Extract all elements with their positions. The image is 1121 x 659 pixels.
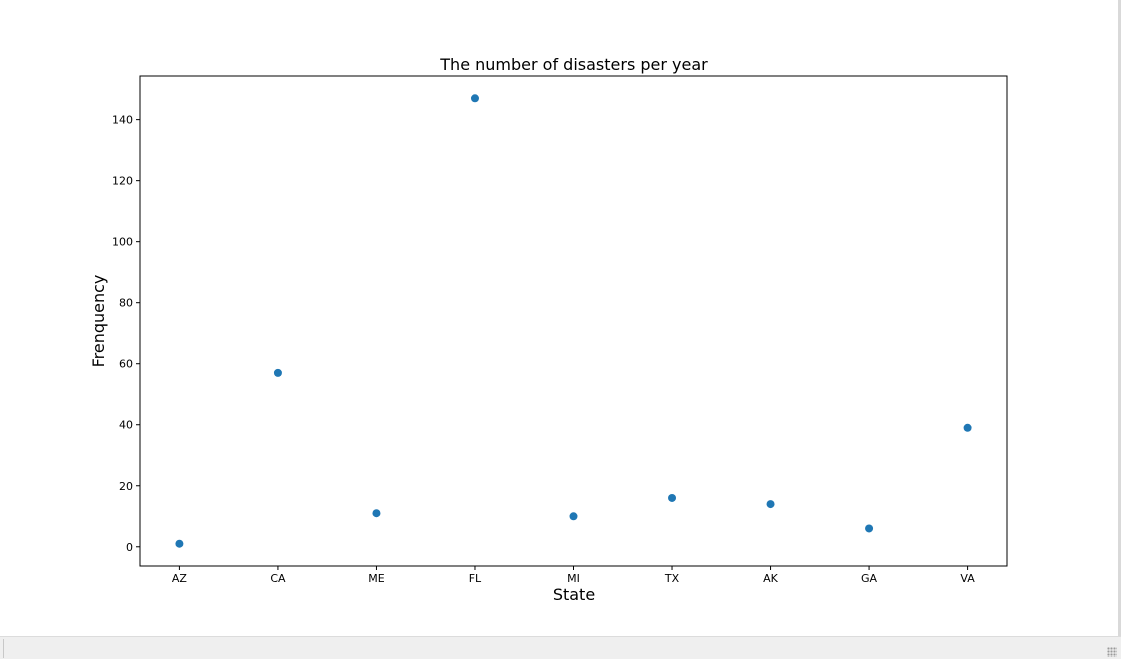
x-axis: AZ CA ME FL MI TX AK GA VA [172, 566, 975, 585]
x-tick-label: FL [469, 572, 482, 585]
plot-area [139, 75, 1008, 567]
data-point [668, 493, 677, 502]
y-tick-label: 140 [112, 114, 133, 127]
data-point [569, 512, 578, 521]
x-tick-label: TX [664, 572, 680, 585]
data-point [470, 94, 479, 103]
resize-grip-icon[interactable] [1107, 647, 1117, 657]
y-axis: 0 20 40 60 80 100 120 140 [112, 114, 140, 554]
y-tick-label: 60 [119, 358, 133, 371]
x-tick-label: AK [763, 572, 779, 585]
data-point [372, 509, 381, 518]
x-tick-label: ME [368, 572, 384, 585]
data-point [175, 539, 184, 548]
data-point [865, 524, 874, 533]
x-tick-label: CA [270, 572, 286, 585]
x-tick-label: VA [960, 572, 975, 585]
status-bar [0, 636, 1121, 659]
y-tick-label: 0 [126, 541, 133, 554]
data-point [766, 500, 775, 509]
y-tick-label: 80 [119, 297, 133, 310]
chart-title: The number of disasters per year [439, 55, 708, 74]
data-points [175, 94, 972, 548]
y-tick-label: 40 [119, 419, 133, 432]
y-tick-label: 120 [112, 175, 133, 188]
y-tick-label: 100 [112, 236, 133, 249]
data-point [963, 423, 972, 432]
y-tick-label: 20 [119, 480, 133, 493]
status-bar-divider [3, 639, 4, 658]
scatter-chart: The number of disasters per year 0 20 40 60… [89, 55, 1008, 604]
x-tick-label: AZ [172, 572, 188, 585]
x-axis-label: State [553, 585, 595, 604]
window-edge [1118, 0, 1121, 636]
x-tick-label: MI [567, 572, 580, 585]
data-point [273, 368, 282, 377]
x-tick-label: GA [861, 572, 878, 585]
y-axis-label: Frenquency [89, 275, 108, 368]
